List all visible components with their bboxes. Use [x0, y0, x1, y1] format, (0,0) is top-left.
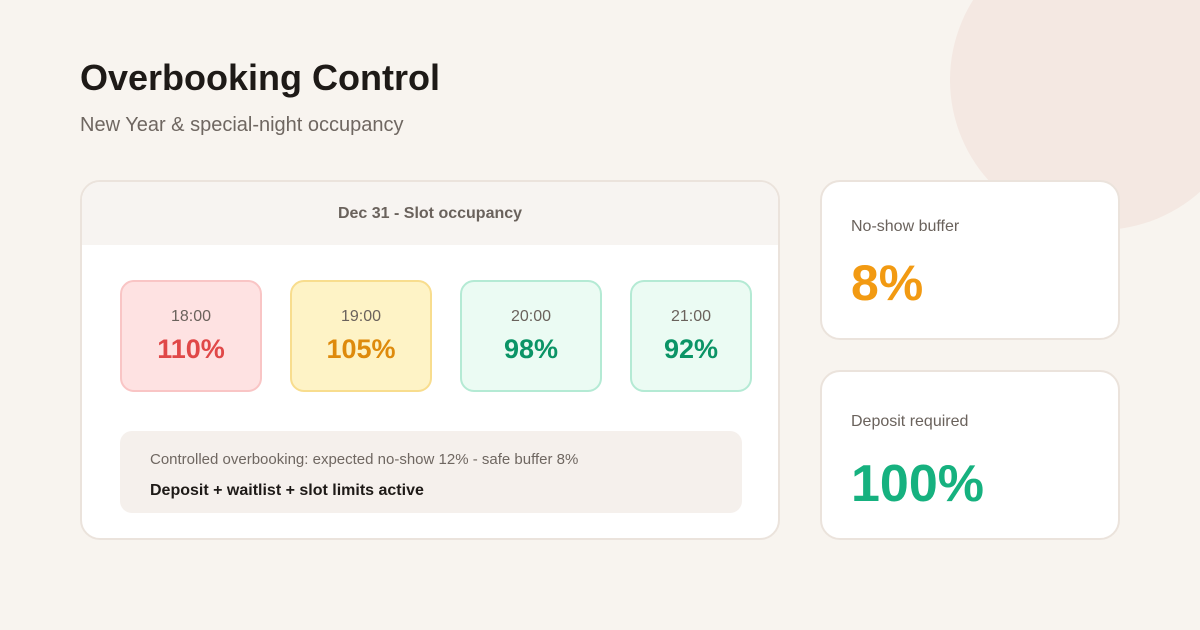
slot-card-1800[interactable]: 18:00 110%: [120, 280, 262, 392]
slot-time: 21:00: [670, 308, 712, 325]
slot-card-2000[interactable]: 20:00 98%: [460, 280, 602, 392]
slot-card-1900[interactable]: 19:00 105%: [290, 280, 432, 392]
note-emphasis: Deposit + waitlist + slot limits active: [150, 482, 424, 499]
page-title: Overbooking Control: [80, 57, 440, 98]
slot-time: 20:00: [510, 308, 552, 325]
buffer-label: No-show buffer: [851, 218, 960, 235]
deposit-value: 100%: [851, 455, 984, 513]
page-subtitle: New Year & special-night occupancy: [80, 114, 404, 136]
slot-time: 18:00: [170, 308, 212, 325]
deposit-required-card: Deposit required 100%: [820, 370, 1120, 540]
card-header: Dec 31 - Slot occupancy: [82, 182, 778, 245]
overbooking-note: Controlled overbooking: expected no-show…: [120, 431, 742, 513]
slot-occupancy-card: Dec 31 - Slot occupancy 18:00 110% 19:00…: [80, 180, 780, 540]
slot-occupancy-value: 110%: [157, 334, 225, 364]
buffer-value: 8%: [851, 255, 924, 311]
slot-occupancy-value: 98%: [503, 334, 559, 364]
slot-occupancy-value: 105%: [326, 334, 396, 364]
deposit-label: Deposit required: [851, 413, 969, 430]
no-show-buffer-card: No-show buffer 8%: [820, 180, 1120, 340]
slot-occupancy-value: 92%: [663, 334, 719, 364]
slot-card-2100[interactable]: 21:00 92%: [630, 280, 752, 392]
slot-time: 19:00: [340, 308, 382, 325]
note-text: Controlled overbooking: expected no-show…: [150, 451, 579, 468]
